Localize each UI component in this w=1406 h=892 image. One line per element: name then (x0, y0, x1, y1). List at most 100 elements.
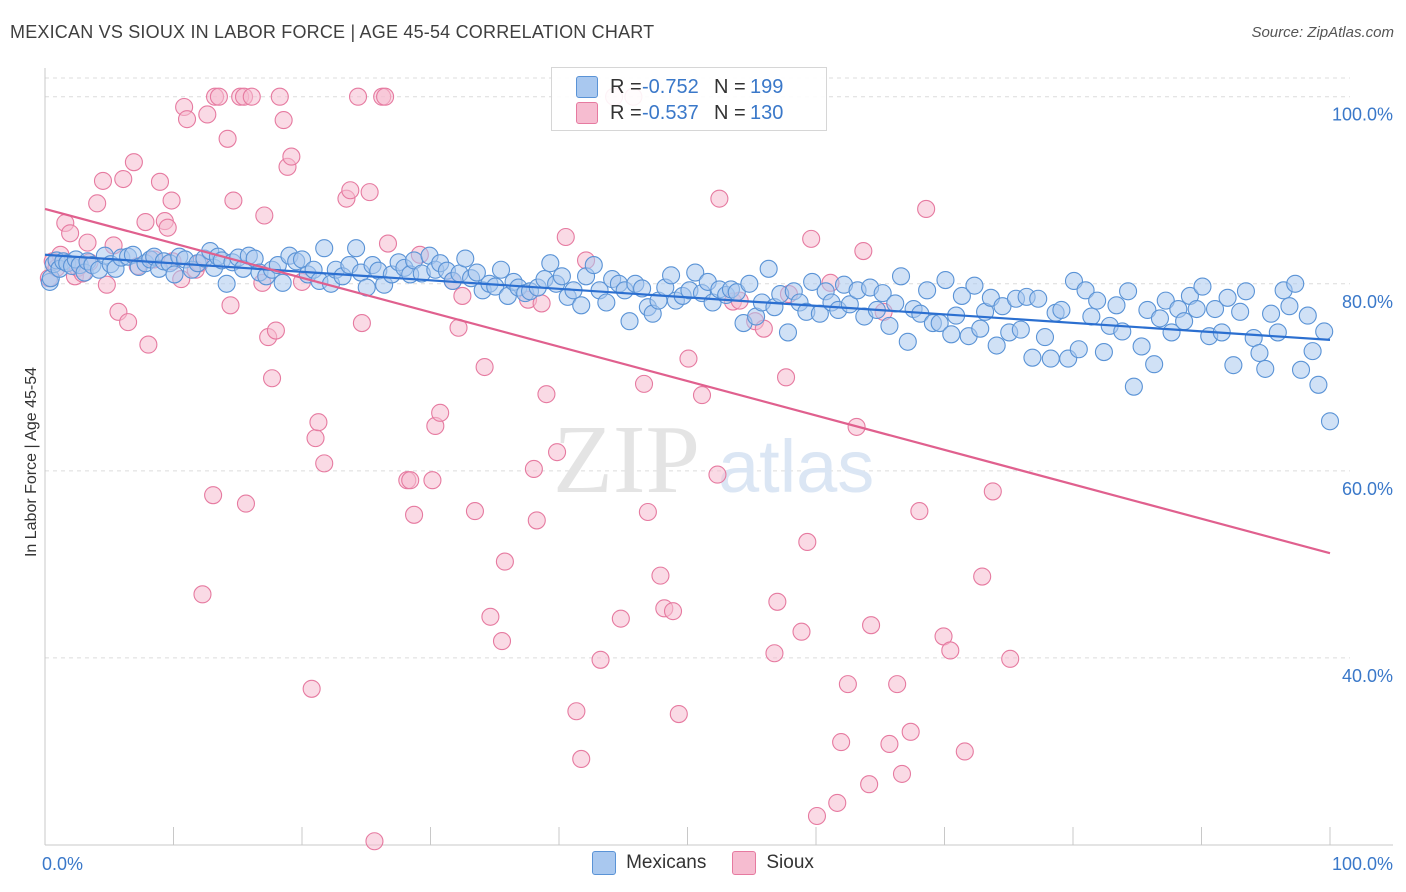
legend-r-label: R = (610, 75, 642, 98)
mexicans-point (1011, 320, 1030, 339)
sioux-point (302, 679, 321, 698)
mexicans-point (740, 274, 759, 293)
mexicans-point (952, 286, 971, 305)
sioux-point (114, 169, 133, 189)
mexicans-point (1315, 322, 1334, 341)
sioux-point (548, 443, 567, 462)
sioux-point (692, 386, 712, 405)
legend-n-value: 130 (750, 101, 784, 124)
mexicans-point (1262, 304, 1281, 323)
mexicans-point (1145, 355, 1164, 374)
watermark: ZIP atlas (553, 406, 874, 514)
sioux-point (611, 609, 630, 628)
sioux-point (218, 129, 237, 148)
series-legend: Mexicans Sioux (0, 851, 1406, 875)
sioux-point (348, 87, 368, 106)
mexicans-point (273, 273, 292, 292)
sioux-point (888, 675, 907, 694)
mexicans-point (1076, 281, 1095, 300)
sioux-point (401, 471, 420, 490)
mexicans-point (597, 293, 616, 312)
sioux-point (572, 749, 591, 768)
mexicans-point (1309, 375, 1328, 394)
y-tick-label: 80.0% (1342, 292, 1393, 312)
mexicans-point (1298, 306, 1317, 325)
series-name-mexicans: Mexicans (626, 852, 707, 873)
mexicans-point (1023, 348, 1042, 367)
sioux-point (242, 87, 261, 106)
legend-swatch-mexicans (576, 76, 598, 98)
mexicans-point (942, 325, 961, 344)
axes (44, 68, 1393, 846)
sioux-point (423, 471, 442, 490)
legend-r-label: R = (610, 101, 642, 124)
series-legend-sioux[interactable]: Sioux (732, 851, 814, 875)
mexicans-point (1303, 342, 1322, 361)
sioux-point (431, 403, 450, 422)
sioux-point (524, 459, 543, 479)
mexicans-point (1231, 302, 1250, 321)
mexicans-point (491, 260, 511, 279)
sioux-point (651, 566, 670, 585)
series-name-sioux: Sioux (766, 852, 814, 873)
mexicans-point (686, 263, 705, 282)
mexicans-point (1138, 300, 1157, 320)
legend-row-sioux: R = -0.537 N = 130 (576, 101, 783, 125)
mexicans-point (803, 272, 822, 291)
sioux-point (221, 296, 240, 315)
sioux-point (792, 622, 811, 641)
mexicans-point (1236, 282, 1255, 301)
watermark-zip: ZIP (553, 406, 700, 514)
mexicans-point (1175, 312, 1194, 331)
mexicans-point (1132, 337, 1151, 356)
y-tick-label: 40.0% (1342, 666, 1393, 686)
mexicans-point (759, 259, 778, 278)
sioux-point (236, 494, 256, 513)
x-tick-label: 0.0% (42, 854, 83, 874)
sioux-point (567, 702, 586, 721)
sioux-point (537, 385, 556, 404)
sioux-point (1001, 649, 1020, 668)
mexicans-point (315, 239, 334, 258)
sioux-point (119, 313, 138, 332)
x-tick-label: 100.0% (1332, 854, 1393, 874)
mexicans-point (1280, 297, 1299, 316)
sioux-point (880, 734, 899, 754)
sioux-point (663, 602, 683, 621)
mexicans-point (620, 312, 639, 331)
sioux-point (492, 632, 512, 651)
sioux-point (765, 644, 784, 663)
sioux-point (61, 224, 80, 243)
sioux-point (862, 616, 881, 635)
watermark-atlas: atlas (718, 425, 874, 508)
series-swatch-mexicans (592, 851, 617, 875)
sioux-point (266, 321, 285, 340)
sioux-point (527, 511, 546, 530)
sioux-point (802, 229, 821, 248)
sioux-point (97, 275, 116, 294)
mexicans-point (1088, 291, 1107, 310)
axis-labels: 100.0% 80.0% 60.0% 40.0% 0.0% 100.0% In Labor … (23, 105, 1393, 874)
mexicans-point (584, 256, 603, 275)
sioux-point (638, 502, 657, 522)
mexicans-point (873, 284, 892, 303)
mexicans-point (347, 239, 366, 258)
mexicans-point (1218, 288, 1237, 307)
legend-n-label: N = (714, 101, 746, 124)
sioux-point (352, 314, 371, 333)
mexicans-point (965, 276, 984, 295)
mexicans-trend-line (44, 253, 1331, 342)
sioux-point (88, 194, 107, 213)
mexicans-point (1268, 323, 1287, 342)
sioux-point (798, 532, 817, 551)
chart-title: MEXICAN VS SIOUX IN LABOR FORCE | AGE 45… (10, 22, 655, 42)
sioux-point (198, 105, 217, 124)
mexicans-point (880, 316, 899, 335)
series-legend-mexicans[interactable]: Mexicans (592, 851, 706, 875)
mexicans-point (662, 266, 681, 285)
y-tick-label: 100.0% (1332, 105, 1393, 125)
mexicans-point (217, 274, 236, 293)
sioux-point (973, 567, 992, 586)
sioux-point (941, 641, 960, 660)
sioux-point (309, 413, 328, 432)
